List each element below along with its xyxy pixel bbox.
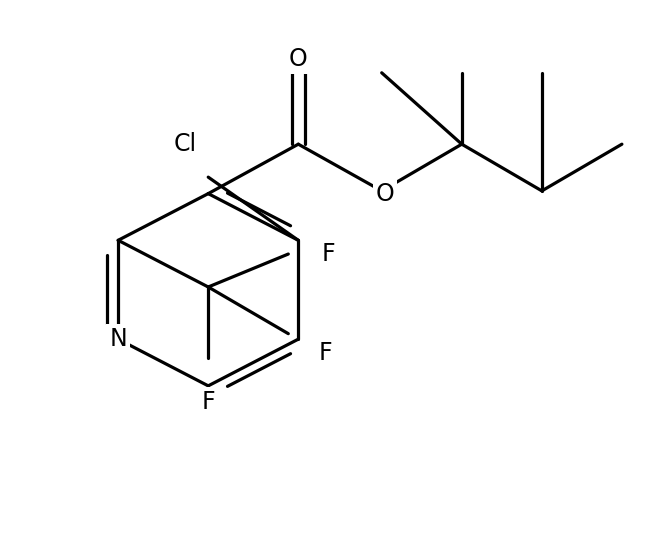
Text: F: F bbox=[202, 390, 215, 415]
Text: Cl: Cl bbox=[174, 132, 196, 156]
Text: O: O bbox=[376, 182, 395, 205]
Text: F: F bbox=[318, 341, 332, 365]
Text: O: O bbox=[289, 47, 308, 71]
Text: N: N bbox=[109, 327, 127, 351]
Text: F: F bbox=[322, 242, 335, 266]
